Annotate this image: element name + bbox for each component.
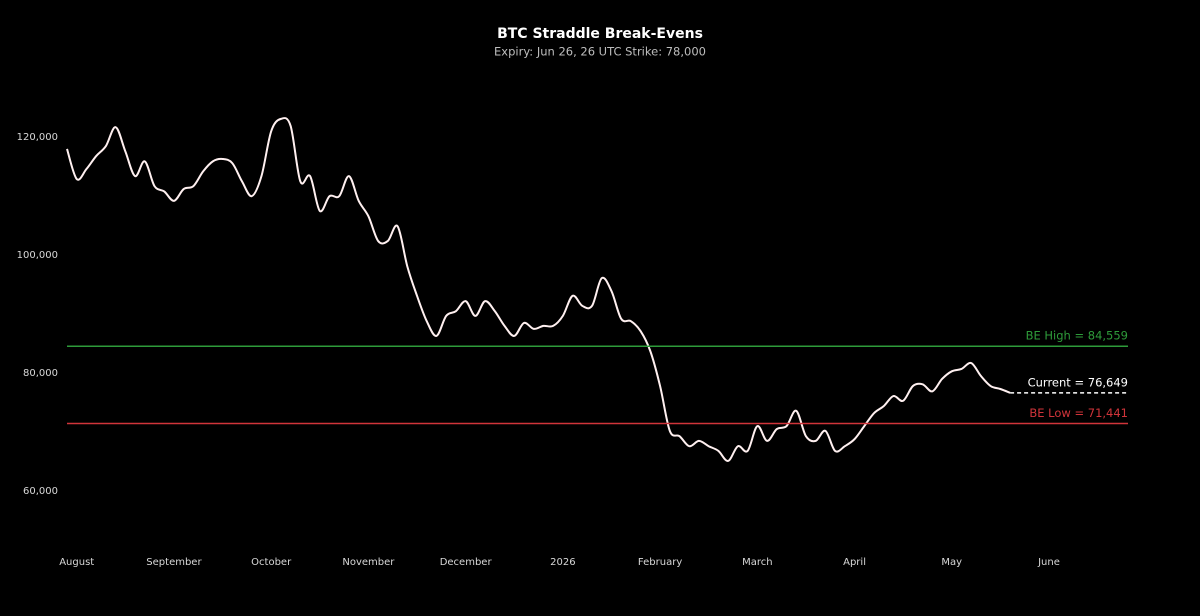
chart-subtitle: Expiry: Jun 26, 26 UTC Strike: 78,000 [494,45,706,59]
x-tick-label: August [59,557,94,568]
x-tick-label: June [1037,557,1060,568]
y-tick-label: 120,000 [17,132,58,143]
reference-label: BE High = 84,559 [1026,329,1128,343]
price-line [66,117,1011,462]
x-tick-label: May [941,557,962,568]
y-tick-label: 80,000 [23,368,58,379]
reference-label: BE Low = 71,441 [1029,406,1128,420]
y-tick-label: 100,000 [17,250,58,261]
x-tick-label: November [342,557,395,568]
x-tick-label: 2026 [550,557,575,568]
y-tick-label: 60,000 [23,486,58,497]
x-tick-label: December [440,557,493,568]
x-tick-label: February [638,557,682,568]
reference-label: Current = 76,649 [1028,375,1128,389]
x-tick-label: April [843,557,866,568]
chart-title: BTC Straddle Break-Evens [497,26,703,42]
x-tick-label: September [146,557,202,568]
x-tick-label: March [742,557,772,568]
x-tick-label: October [251,557,292,568]
